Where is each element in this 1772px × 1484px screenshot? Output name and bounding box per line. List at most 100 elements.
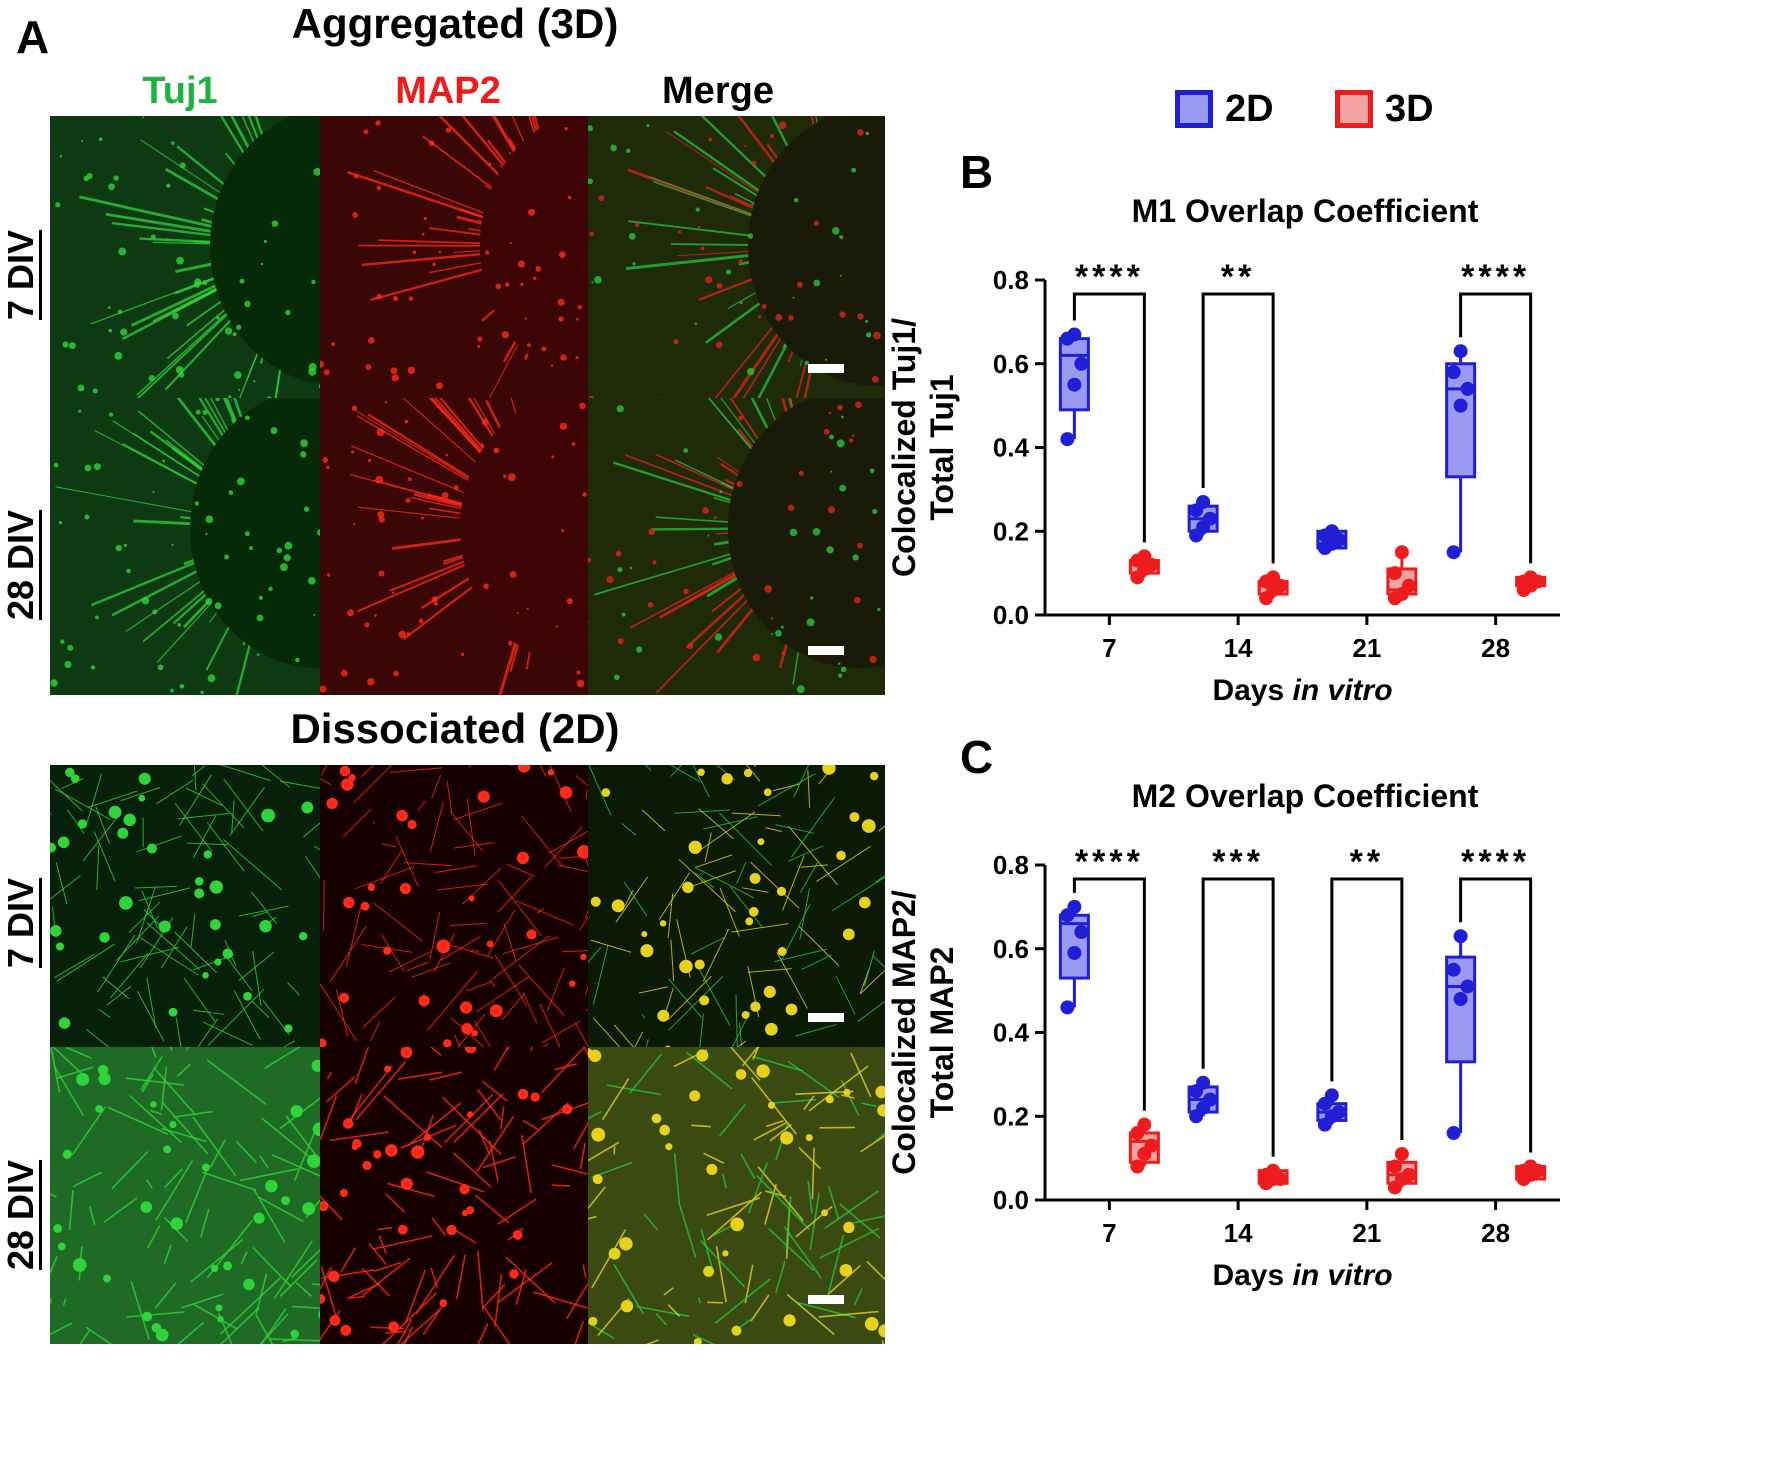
micrograph-tuj1-row3 bbox=[50, 765, 347, 1062]
chart-b-sig-stars: ** bbox=[1221, 258, 1255, 296]
chart-b-ytick-label: 0.4 bbox=[993, 433, 1030, 463]
row-label-2d-28div: 28 DIV bbox=[0, 1159, 41, 1270]
chart-c-xtick-label: 14 bbox=[1224, 1218, 1253, 1248]
chart-c-ytick-label: 0.2 bbox=[993, 1101, 1029, 1131]
chart-c-xlabel: Days in vitro bbox=[1212, 1259, 1392, 1292]
chart-b-point bbox=[1401, 578, 1416, 593]
chart-c-sig-bracket bbox=[1459, 877, 1533, 1153]
micrograph-merge-row1 bbox=[588, 116, 885, 413]
chart-b-sig-bracket bbox=[1072, 292, 1146, 543]
chart-c-point bbox=[1453, 929, 1468, 944]
chart-b-sig-bracket bbox=[1459, 292, 1533, 564]
chart-c-point bbox=[1324, 1088, 1339, 1103]
chart-c-xtick-label: 21 bbox=[1352, 1218, 1381, 1248]
chart-c-point bbox=[1446, 962, 1461, 977]
micrograph-map2-row2 bbox=[320, 398, 617, 695]
chart-b-point bbox=[1523, 570, 1538, 585]
chart-b-ytick-label: 0.2 bbox=[993, 516, 1029, 546]
chart-b-point bbox=[1203, 511, 1218, 526]
chart-c-sig-stars: ** bbox=[1350, 843, 1384, 881]
aggregated-title: Aggregated (3D) bbox=[291, 0, 619, 47]
chart-c-point bbox=[1196, 1075, 1211, 1090]
chart-b-point bbox=[1196, 494, 1211, 509]
chart-c-point bbox=[1067, 945, 1082, 960]
chart-b-box bbox=[1058, 337, 1090, 412]
chart-b-point bbox=[1446, 545, 1461, 560]
chart-b-point bbox=[1074, 356, 1089, 371]
chart-b: B M1 Overlap Coefficient Colocalized Tuj1/… bbox=[886, 146, 1560, 707]
chart-c-xtick-label: 7 bbox=[1102, 1218, 1116, 1248]
dissociated-title: Dissociated (2D) bbox=[290, 705, 620, 752]
chart-c: C M2 Overlap Coefficient Colocalized MAP2/… bbox=[886, 731, 1560, 1292]
row-label-2d-7div: 7 DIV bbox=[0, 877, 41, 968]
chart-b-title: M1 Overlap Coefficient bbox=[1132, 193, 1479, 229]
chart-b-point bbox=[1453, 398, 1468, 413]
chart-b-point bbox=[1394, 545, 1409, 560]
row-label-3d-28div: 28 DIV bbox=[0, 509, 41, 620]
chart-b-ytick-label: 0.6 bbox=[993, 349, 1029, 379]
chart-c-ytick-label: 0.6 bbox=[993, 934, 1029, 964]
chart-b-sig-bracket bbox=[1201, 292, 1275, 564]
panel-a-letter: A bbox=[16, 11, 50, 63]
chart-c-point bbox=[1446, 1126, 1461, 1140]
chart-b-point bbox=[1387, 566, 1402, 581]
chart-b-xtick-label: 14 bbox=[1224, 633, 1253, 663]
chart-c-point bbox=[1130, 1159, 1145, 1174]
chart-b-xlabel: Days in vitro bbox=[1212, 674, 1392, 707]
micrograph-tuj1-row1 bbox=[50, 116, 347, 413]
chart-b-sig-stars: **** bbox=[1075, 258, 1144, 296]
chart-c-point bbox=[1460, 979, 1475, 994]
chart-c-point bbox=[1387, 1159, 1402, 1174]
chart-b-ytick-label: 0.0 bbox=[993, 600, 1029, 630]
chart-c-sig-stars: **** bbox=[1461, 843, 1530, 881]
legend-2d-label: 2D bbox=[1225, 88, 1274, 130]
chart-b-point bbox=[1453, 344, 1468, 359]
chart-c-point bbox=[1453, 992, 1468, 1006]
chart-c-xtick-label: 28 bbox=[1481, 1218, 1510, 1248]
micrograph-map2-row4 bbox=[320, 1047, 617, 1344]
chart-c-sig-stars: **** bbox=[1075, 843, 1144, 881]
micrograph-merge-row2 bbox=[588, 398, 885, 695]
micrograph-merge-row3 bbox=[588, 765, 885, 1062]
chart-c-point bbox=[1074, 925, 1089, 939]
chart-c-point bbox=[1401, 1167, 1416, 1182]
chart-c-point bbox=[1266, 1163, 1281, 1178]
chart-c-sig-bracket bbox=[1330, 877, 1404, 1140]
col-label-tuj1: Tuj1 bbox=[142, 70, 218, 112]
micrograph-tuj1-row4 bbox=[50, 1047, 347, 1344]
micrograph-map2-row1 bbox=[320, 116, 617, 413]
chart-b-point bbox=[1067, 377, 1082, 392]
chart-b-xtick-label: 21 bbox=[1352, 633, 1381, 663]
chart-c-point bbox=[1394, 1146, 1409, 1161]
col-label-merge: Merge bbox=[662, 70, 774, 112]
chart-b-point bbox=[1060, 432, 1075, 447]
chart-c-point bbox=[1137, 1117, 1152, 1132]
legend-3d-label: 3D bbox=[1385, 88, 1434, 130]
chart-b-xtick-label: 28 bbox=[1481, 633, 1510, 663]
chart-c-letter: C bbox=[960, 731, 993, 783]
chart-b-point bbox=[1460, 381, 1475, 396]
chart-b-letter: B bbox=[960, 146, 993, 198]
chart-c-ytick-label: 0.0 bbox=[993, 1185, 1029, 1215]
micrograph-map2-row3 bbox=[320, 765, 617, 1062]
chart-c-point bbox=[1144, 1138, 1159, 1153]
chart-c-ytick-label: 0.8 bbox=[993, 850, 1029, 880]
chart-b-ytick-label: 0.8 bbox=[993, 265, 1029, 295]
chart-b-point bbox=[1137, 549, 1152, 564]
chart-b-sig-stars: **** bbox=[1461, 258, 1530, 296]
chart-b-point bbox=[1067, 327, 1082, 342]
chart-c-sig-bracket bbox=[1201, 877, 1275, 1157]
legend-3d-swatch bbox=[1335, 90, 1373, 128]
chart-c-point bbox=[1067, 899, 1082, 914]
chart-c-point bbox=[1203, 1092, 1218, 1107]
chart-b-box bbox=[1445, 362, 1477, 479]
chart-c-point bbox=[1331, 1105, 1346, 1120]
chart-b-xtick-label: 7 bbox=[1102, 633, 1116, 663]
col-label-map2: MAP2 bbox=[395, 70, 501, 112]
chart-c-point bbox=[1523, 1159, 1538, 1174]
chart-c-sig-bracket bbox=[1072, 877, 1146, 1111]
chart-b-point bbox=[1324, 524, 1339, 539]
legend-2d-swatch bbox=[1175, 90, 1213, 128]
chart-b-point bbox=[1266, 570, 1281, 585]
micrograph-merge-row4 bbox=[588, 1047, 885, 1344]
